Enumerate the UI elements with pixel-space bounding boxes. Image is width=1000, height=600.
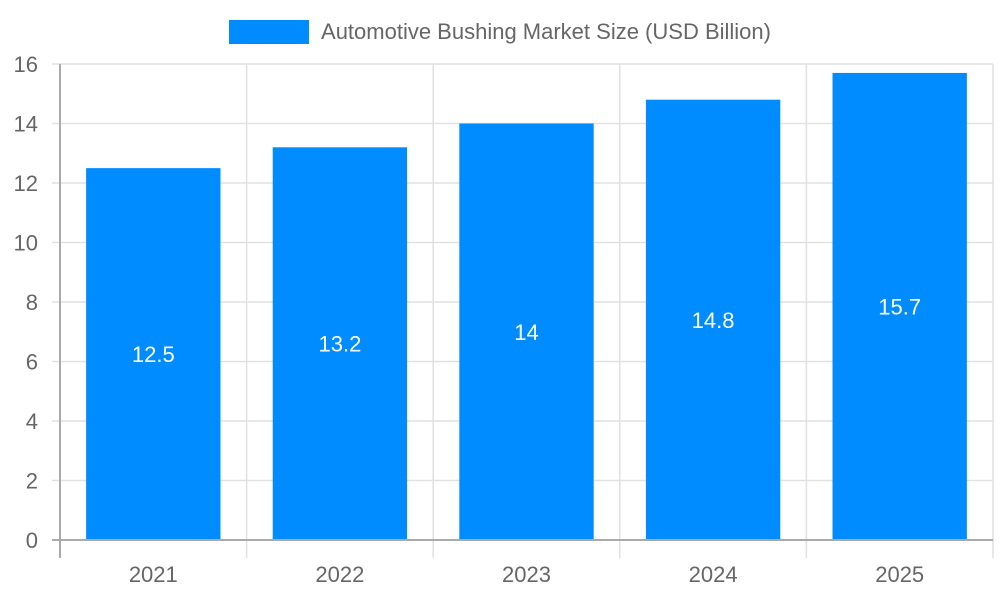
bar-value-label: 12.5 [132, 342, 175, 367]
x-tick-label: 2022 [315, 562, 364, 587]
tick-labels: 0 2 4 6 8 10 12 14 16 12.5 2021 13.2 2022 14 2023 14.8 2… [14, 52, 925, 587]
bars [86, 72, 967, 541]
y-tick-label: 12 [14, 171, 38, 196]
bar-value-label: 15.7 [878, 294, 921, 319]
y-tick-label: 8 [26, 290, 38, 315]
bar-2022[interactable] [272, 147, 408, 541]
x-tick-label: 2025 [875, 562, 924, 587]
bar-2021[interactable] [86, 168, 221, 540]
bar-2024[interactable] [645, 99, 781, 540]
y-tick-label: 0 [26, 528, 38, 553]
bar-value-label: 13.2 [318, 332, 361, 357]
bar-value-label: 14.8 [692, 308, 735, 333]
legend-label: Automotive Bushing Market Size (USD Bill… [321, 19, 771, 44]
y-tick-label: 6 [26, 350, 38, 375]
y-tick-label: 16 [14, 52, 38, 77]
x-tick-label: 2021 [129, 562, 178, 587]
x-tick-label: 2024 [689, 562, 738, 587]
bar-2025[interactable] [832, 72, 967, 541]
y-tick-label: 14 [14, 112, 38, 137]
y-tick-label: 4 [26, 409, 38, 434]
y-tick-label: 2 [26, 469, 38, 494]
legend-swatch [229, 20, 310, 44]
bar-2023[interactable] [459, 123, 594, 541]
x-tick-label: 2023 [502, 562, 551, 587]
bar-value-label: 14 [514, 320, 538, 345]
axes [52, 64, 993, 558]
y-tick-label: 10 [14, 231, 38, 256]
chart-legend[interactable]: Automotive Bushing Market Size (USD Bill… [0, 18, 1000, 46]
